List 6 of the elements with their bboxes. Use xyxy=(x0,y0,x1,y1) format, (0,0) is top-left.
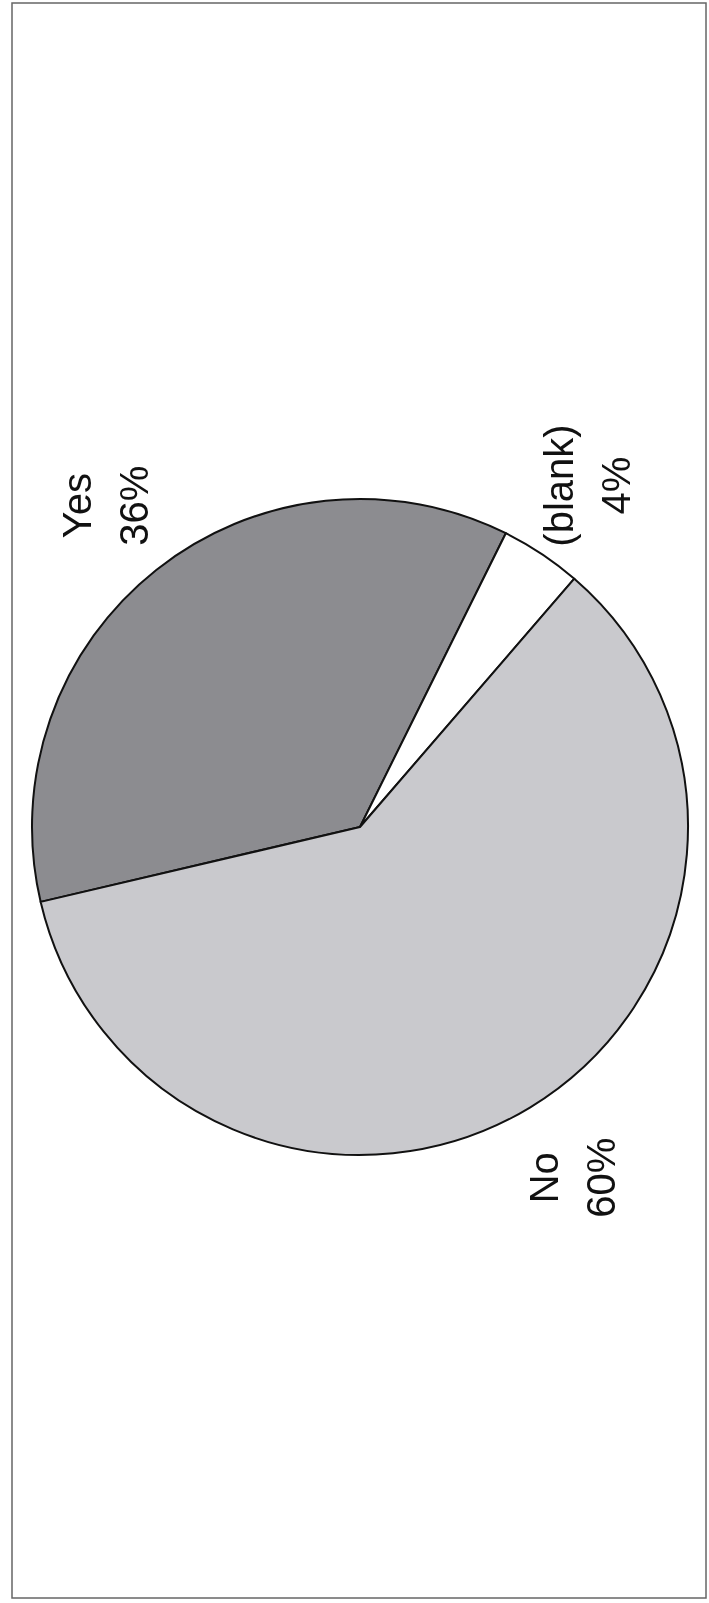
data-label: 36% xyxy=(112,465,157,546)
slice-label: Yes xyxy=(55,473,100,539)
slice-label: (blank) xyxy=(536,424,581,547)
data-label: 4% xyxy=(593,456,638,515)
slice-label: No xyxy=(522,1152,567,1204)
data-label: 60% xyxy=(579,1137,624,1218)
